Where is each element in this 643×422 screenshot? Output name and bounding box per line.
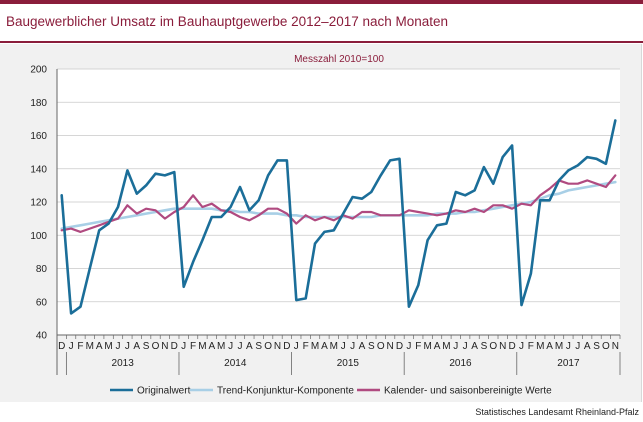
month-label: A (546, 341, 553, 352)
month-label: J (350, 341, 355, 352)
month-label: M (86, 341, 94, 352)
month-label: J (453, 341, 458, 352)
month-label: M (217, 341, 225, 352)
chart-subtitle: Messzahl 2010=100 (294, 54, 384, 65)
month-label: J (228, 341, 233, 352)
y-tick-label: 60 (36, 297, 48, 308)
y-tick-label: 80 (36, 264, 48, 275)
y-tick-label: 40 (36, 331, 48, 342)
month-label: F (303, 341, 309, 352)
month-label: D (58, 341, 65, 352)
chart-title: Baugewerblicher Umsatz im Bauhauptgewerb… (6, 14, 449, 29)
month-label: J (566, 341, 571, 352)
month-label: J (237, 341, 242, 352)
month-label: D (396, 341, 403, 352)
title-divider (0, 41, 643, 43)
month-label: M (330, 341, 338, 352)
year-label: 2016 (449, 358, 472, 369)
year-label: 2017 (557, 358, 580, 369)
month-label: J (463, 341, 468, 352)
legend-label: Kalender- und saisonbereinigte Werte (384, 386, 552, 397)
month-label: D (171, 341, 178, 352)
year-label: 2015 (337, 358, 360, 369)
month-label: N (499, 341, 506, 352)
month-label: M (536, 341, 544, 352)
month-label: J (406, 341, 411, 352)
y-tick-label: 100 (30, 231, 47, 242)
year-label: 2014 (224, 358, 247, 369)
month-label: A (321, 341, 328, 352)
month-label: A (584, 341, 591, 352)
month-label: J (115, 341, 120, 352)
month-label: F (190, 341, 196, 352)
month-label: A (133, 341, 140, 352)
month-label: A (246, 341, 253, 352)
month-label: M (555, 341, 563, 352)
series-lines (60, 119, 617, 315)
month-label: O (377, 341, 385, 352)
month-label: N (274, 341, 281, 352)
month-label: O (152, 341, 160, 352)
month-label: D (508, 341, 515, 352)
month-label: M (423, 341, 431, 352)
month-label: S (368, 341, 375, 352)
y-tick-label: 180 (30, 98, 47, 109)
month-label: A (96, 341, 103, 352)
top-accent-bar (0, 0, 643, 4)
y-tick-label: 200 (30, 65, 47, 76)
y-tick-label: 160 (30, 131, 47, 142)
legend: Originalwert Trend-Konjunktur-Komponente K… (110, 386, 552, 397)
month-label: O (489, 341, 497, 352)
source-note: Statistisches Landesamt Rheinland-Pfalz (475, 407, 639, 417)
y-tick-label: 140 (30, 164, 47, 175)
month-label: M (104, 341, 112, 352)
month-label: A (471, 341, 478, 352)
month-label: F (528, 341, 534, 352)
month-label: N (386, 341, 393, 352)
month-label: J (294, 341, 299, 352)
month-label: F (415, 341, 421, 352)
month-label: M (311, 341, 319, 352)
month-label: J (181, 341, 186, 352)
month-label: A (208, 341, 215, 352)
axes (56, 69, 621, 375)
month-label: J (519, 341, 524, 352)
series-originalwert (60, 119, 617, 315)
month-label: O (264, 341, 272, 352)
month-label: S (143, 341, 150, 352)
month-label: S (593, 341, 600, 352)
month-label: J (125, 341, 130, 352)
month-label: N (161, 341, 168, 352)
month-label: J (575, 341, 580, 352)
month-label: O (602, 341, 610, 352)
month-label: A (434, 341, 441, 352)
month-label: A (359, 341, 366, 352)
month-label: M (442, 341, 450, 352)
legend-label: Trend-Konjunktur-Komponente (217, 386, 354, 397)
month-label: J (69, 341, 74, 352)
grid-lines (57, 68, 620, 336)
month-label: J (341, 341, 346, 352)
month-label: S (481, 341, 488, 352)
month-label: F (77, 341, 83, 352)
month-label: M (198, 341, 206, 352)
series-saisonbereinigt (60, 174, 617, 233)
month-label: N (612, 341, 619, 352)
month-label: D (283, 341, 290, 352)
legend-label: Originalwert (137, 386, 191, 397)
y-tick-label: 120 (30, 198, 47, 209)
year-label: 2013 (112, 358, 135, 369)
month-label: S (255, 341, 262, 352)
